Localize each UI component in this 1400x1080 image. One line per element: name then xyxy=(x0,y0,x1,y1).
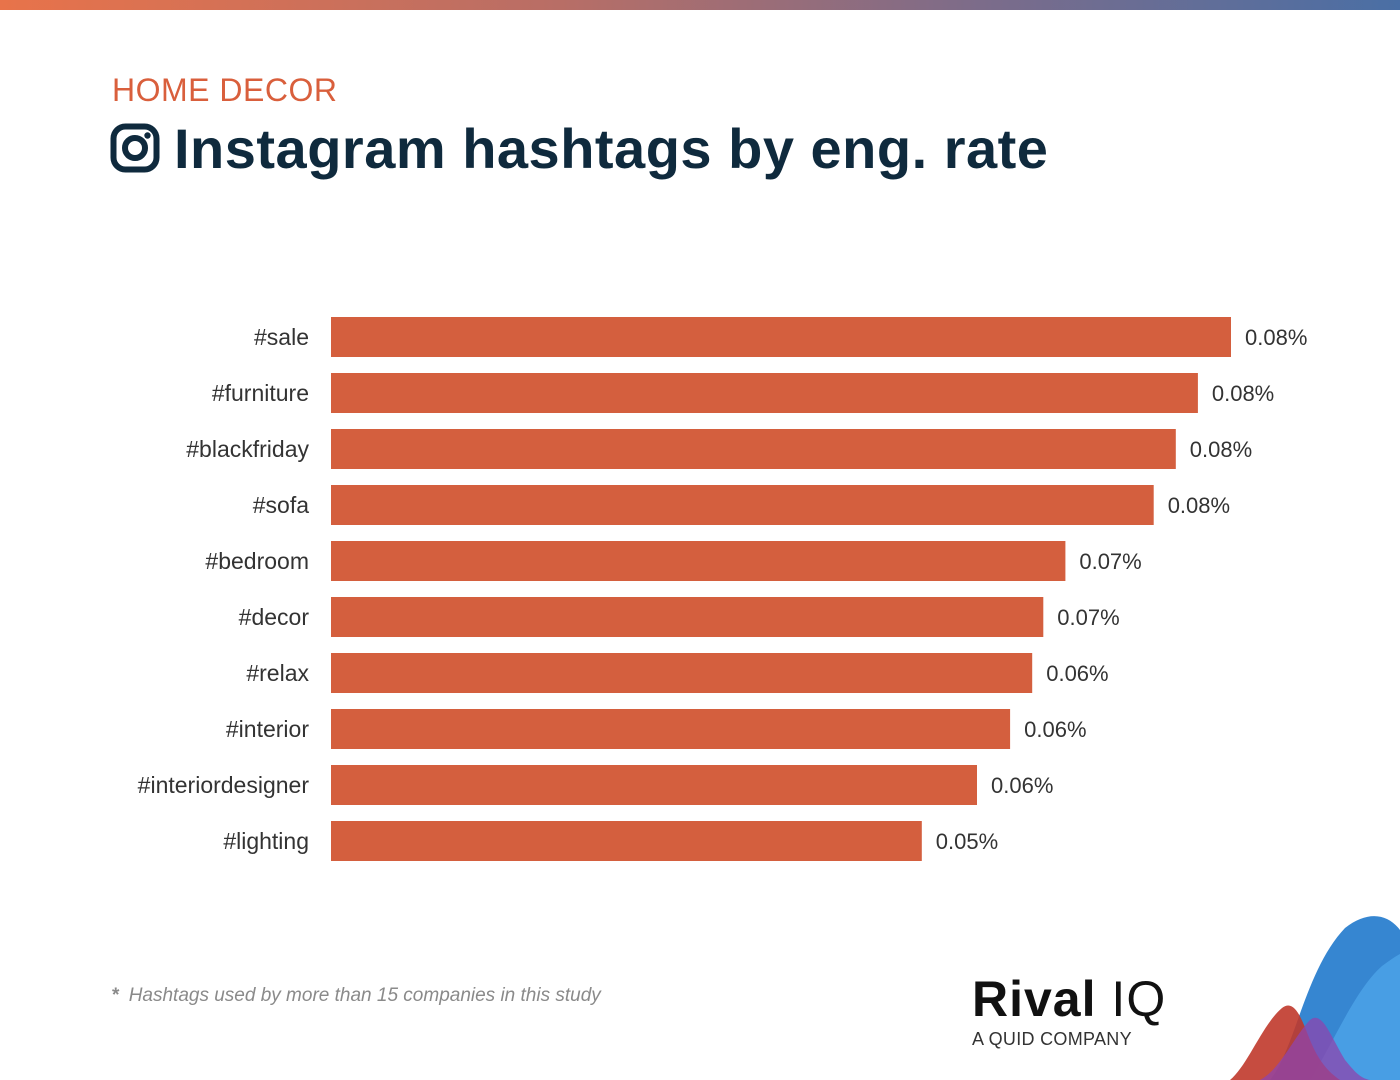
bar xyxy=(331,597,1044,637)
category-label: #interior xyxy=(226,716,309,742)
logo-rival: Rival xyxy=(972,971,1097,1027)
value-label: 0.06% xyxy=(1046,661,1108,686)
logo-iq: IQ xyxy=(1111,971,1167,1027)
footnote-text: Hashtags used by more than 15 companies … xyxy=(128,985,601,1006)
category-label: HOME DECOR xyxy=(112,72,338,108)
bar xyxy=(331,765,977,805)
bar xyxy=(331,317,1231,357)
logo-tagline: A QUID COMPANY xyxy=(972,1029,1132,1049)
category-label: #blackfriday xyxy=(186,436,309,462)
bar xyxy=(331,485,1154,525)
bar xyxy=(331,653,1033,693)
rival-iq-logo: Rival IQ A QUID COMPANY xyxy=(972,972,1166,1050)
category-label: #decor xyxy=(239,604,310,630)
category-label: #sale xyxy=(254,324,309,350)
bar xyxy=(331,373,1198,413)
value-label: 0.05% xyxy=(936,829,998,854)
value-label: 0.08% xyxy=(1168,493,1230,518)
value-label: 0.08% xyxy=(1245,325,1307,350)
title-row: Instagram hashtags by eng. rate xyxy=(110,116,1048,180)
logo-wordmark: Rival IQ xyxy=(972,972,1166,1026)
bar xyxy=(331,709,1011,749)
category-label: #bedroom xyxy=(205,548,309,574)
bar xyxy=(331,429,1176,469)
value-label: 0.06% xyxy=(1024,717,1086,742)
value-label: 0.07% xyxy=(1079,549,1141,574)
decorative-waves xyxy=(1230,916,1400,1080)
instagram-icon xyxy=(110,123,160,173)
value-label: 0.08% xyxy=(1190,437,1252,462)
value-label: 0.07% xyxy=(1057,605,1119,630)
category-label: #lighting xyxy=(223,828,309,854)
bar xyxy=(331,541,1066,581)
category-label: #sofa xyxy=(253,492,309,518)
category-label: #furniture xyxy=(212,380,309,406)
category-label: #relax xyxy=(246,660,309,686)
bar xyxy=(331,821,922,861)
chart-title: Instagram hashtags by eng. rate xyxy=(174,116,1049,180)
value-label: 0.06% xyxy=(991,773,1053,798)
footnote: * Hashtags used by more than 15 companie… xyxy=(112,985,601,1007)
top-gradient-bar xyxy=(0,0,1400,10)
category-label: #interiordesigner xyxy=(138,772,310,798)
footnote-marker: * xyxy=(112,985,120,1006)
value-label: 0.08% xyxy=(1212,381,1274,406)
